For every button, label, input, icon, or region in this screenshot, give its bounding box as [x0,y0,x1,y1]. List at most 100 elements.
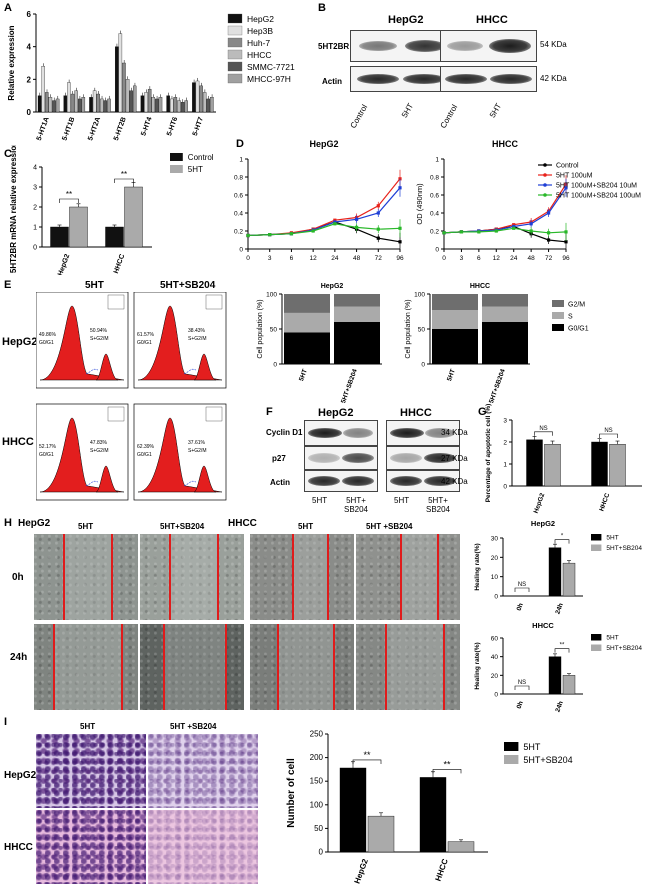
bar-5-HT4-HHCC [151,97,156,113]
bar-5-HT2B-HepG2 [114,46,119,113]
y-tick-label: 20 [491,555,499,562]
significance-label: * [561,534,564,540]
blot-f-title-hhcc: HHCC [400,407,432,419]
y-tick-label: 40 [491,654,499,661]
transwell-micrograph [148,810,258,884]
transwell-micrograph [36,734,146,808]
x-tick-label: HepG2 [533,492,547,514]
x-tick-label: 3 [268,255,272,262]
bar-24h-5HT+SB204 [562,675,576,695]
sg2m-percent: 47.83% [90,440,108,446]
significance-label: NS [604,428,612,434]
wound-image-grid [34,534,460,710]
bar-HHCC-5HT [591,441,608,487]
y-tick-label: 3 [503,418,507,425]
x-tick-label: 24 [331,255,339,262]
y-tick-label: 50 [314,824,323,833]
x-tick-label: 5-HT7 [192,116,205,137]
blot-b-title-hepg2: HepG2 [388,14,424,26]
bar-HepG2-5HT [526,439,543,487]
y-tick-label: 0.6 [430,193,439,200]
y-tick-label: 0 [503,484,507,491]
stack-5HT-G2/M [284,294,330,313]
sg2m-percent: 50.94% [90,328,108,334]
g2m-peak [193,465,217,493]
bar-5-HT6-Hep3B [170,98,174,113]
y-axis-label: Relative expression [7,25,16,100]
y-tick-label: 0.2 [430,229,439,236]
blot-b-row-5ht2br: 5HT2BR [318,42,350,51]
blot-b-row-actin: Actin [322,77,342,86]
legend-swatch-Control [170,153,183,161]
y-axis-label: Healing rate(%) [474,642,481,689]
series-point-5HT 100uM+SB204 100uM [268,233,272,237]
y-tick-label: 0 [435,247,439,254]
x-tick-label: 5-HT2B [113,116,128,141]
g2m-peak [95,353,119,381]
blot-f-box-3 [304,446,378,470]
wound-micrograph [356,534,460,620]
stack-5HT+SB204-G2/M [482,294,528,307]
bar-5-HT7-Huh-7 [199,85,203,113]
wound-gap [162,624,228,710]
bar-24h-5HT [548,656,562,695]
bar-HepG2-5HT+SB204 [544,444,561,487]
blot-f-lane-3: 5HT [394,496,410,505]
sg2m-label: S+G2/M [90,448,108,454]
legend-swatch-5HT [591,534,602,541]
panel-label-e: E [4,279,12,291]
panel-label-b: B [318,2,326,14]
x-tick-label: HHCC [598,492,611,512]
sg2m-label: S+G2/M [188,448,206,454]
x-tick-label: 5HT+SB204 [488,368,507,403]
stack-5HT-S [432,310,478,329]
x-tick-label: 0h [516,700,525,710]
g0g1-percent: 52.17% [39,444,57,450]
g0g1-percent: 61.57% [137,332,155,338]
bar-HHCC-5HT [419,777,447,853]
panel-label-h: H [4,517,12,529]
legend-label-5HT 100uM+SB204 10uM: 5HT 100uM+SB204 10uM [556,183,637,190]
legend-marker-5HT 100uM+SB204 100uM [543,193,547,197]
y-axis-label: Percentage of apoptotic cell (%) [485,404,492,502]
series-point-5HT 100uM+SB204 100uM [311,229,315,233]
bar-5-HT2A-MHCC-97H [107,98,111,113]
wound-group-hhcc: HHCC [228,518,257,529]
g0g1-label: G0/G1 [39,452,54,458]
x-tick-label: 3 [460,255,464,262]
panel-i-chart: 0 50 100 150 200 250 Number of cell HepG2 ** HHCC… [286,730,573,885]
legend-marker-5HT 100uM [543,173,547,177]
x-tick-label: 6 [290,255,294,262]
legend-label-Huh-7: Huh-7 [247,38,270,48]
y-tick-label: 100 [310,800,324,809]
x-tick-label: 5-HT1B [61,116,76,141]
bar-5-HT7-HepG2 [192,82,196,113]
panel-c-chart: 0 1 2 3 4 5HT2BR mRNA relative expression HepG… [9,145,214,275]
y-tick-label: 6 [27,10,32,19]
significance-bracket [352,759,382,764]
x-tick-label: 5-HT1A [36,116,51,141]
series-point-5HT 100uM+SB204 100uM [494,229,498,233]
legend-swatch-5HT [591,634,602,641]
blot-f-lane-4: 5HT+ SB204 [425,496,451,514]
bar-5-HT6-MHCC-97H [184,100,188,113]
wound-gap [399,534,440,620]
bar-5-HT1B-MHCC-97H [81,97,86,113]
panel-b-blot: HepG2 HHCC 5HT2BR Actin 54 KDa 42 KDa Co… [318,0,648,145]
blot-b-lane-4: 5HT [487,101,504,120]
bar-24h-5HT+SB204 [562,562,576,597]
blot-b-box-4 [440,66,537,92]
legend-label-5HT: 5HT [606,535,618,542]
bar-HHCC-Control [105,226,124,248]
panel-i-images: 5HT 5HT +SB204 HepG2 HHCC [0,716,260,886]
y-axis-label: 5HT2BR mRNA relative expression [9,145,18,273]
bar-HepG2-5HT [69,206,88,248]
legend-label-G0/G1: G0/G1 [568,326,589,333]
bar-24h-5HT [548,547,562,597]
significance-bracket [114,178,134,183]
stack-5HT+SB204-G0/G1 [482,322,528,364]
series-line-5HT 100uM+SB204 100uM [443,227,567,234]
legend-label-5HT: 5HT [188,165,203,174]
wound-gap [169,534,219,620]
